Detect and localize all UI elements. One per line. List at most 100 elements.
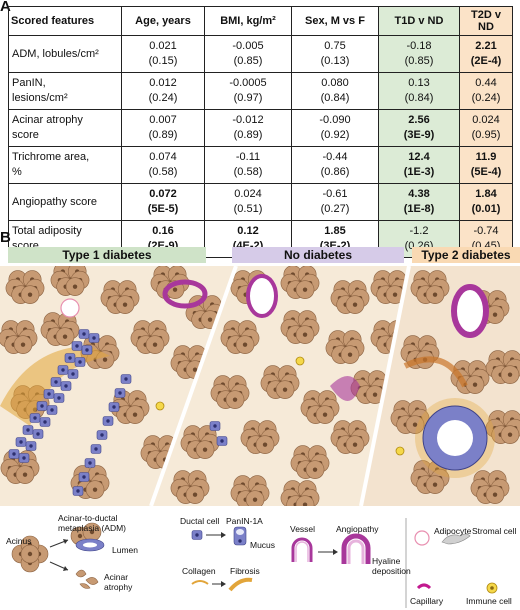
legend-hyaline-label-2: deposition (372, 566, 411, 576)
coefficient: 12.4 (408, 151, 430, 163)
feature-name-line: lesions/cm² (12, 92, 68, 104)
p-value: (0.85) (233, 55, 263, 67)
coefficient: -0.005 (232, 40, 264, 52)
value-cell: 0.080 (0.84) (291, 72, 379, 110)
coefficient: -0.012 (232, 114, 264, 126)
legend-hyaline-label-1: Hyaline (372, 556, 401, 566)
value-cell: 0.007 (0.89) (121, 109, 205, 147)
p-value: (0.92) (320, 129, 350, 141)
p-value: (0.86) (320, 166, 350, 178)
coefficient: 4.38 (408, 188, 430, 200)
acinar-atrophy-icon (75, 569, 99, 589)
value-cell: 2.21 (2E-4) (459, 35, 513, 73)
legend-adm-label-1: Acinar-to-ductal (58, 513, 118, 523)
p-value: (0.58) (233, 166, 263, 178)
value-cell: -0.44 (0.86) (291, 146, 379, 184)
value-cell: -0.11 (0.58) (204, 146, 292, 184)
coefficient: 0.13 (408, 77, 430, 89)
p-value: (0.85) (404, 55, 434, 67)
feature-name-line: PanIN, (12, 77, 46, 89)
coefficient: 2.56 (408, 114, 430, 126)
coefficient: 0.021 (149, 40, 177, 52)
coefficient: -1.2 (409, 225, 429, 237)
value-cell: 0.074 (0.58) (121, 146, 205, 184)
ductal-cell-icon (191, 530, 203, 540)
p-value: (0.01) (471, 203, 501, 215)
value-cell: 0.021 (0.15) (121, 35, 205, 73)
value-cell: 4.38 (1E-8) (378, 183, 460, 221)
coefficient: 0.024 (234, 188, 262, 200)
p-value: (5E-4) (470, 166, 502, 178)
header-age: Age, years (121, 6, 205, 36)
adipocyte-icon (414, 530, 430, 546)
coefficient: 0.074 (149, 151, 177, 163)
p-value: (0.27) (320, 203, 350, 215)
p-value: (0.51) (233, 203, 263, 215)
legend-fibrosis-label: Fibrosis (230, 566, 260, 576)
value-cell: -0.0005 (0.97) (204, 72, 292, 110)
value-cell: 2.56 (3E-9) (378, 109, 460, 147)
p-value: (0.89) (233, 129, 263, 141)
stromal-cell-icon (441, 533, 471, 545)
feature-name-line: % (12, 166, 22, 178)
p-value: (1E-3) (403, 166, 435, 178)
coefficient: -0.61 (322, 188, 348, 200)
header-t2d: T2D v ND (459, 6, 513, 36)
label-no-diabetes: No diabetes (232, 247, 404, 263)
legend-ductal-cell-label: Ductal cell (180, 516, 220, 526)
value-cell: 0.024 (0.51) (204, 183, 292, 221)
legend-panin-label: PanIN-1A (226, 516, 263, 526)
feature-name-line: ADM, lobules/cm² (12, 47, 99, 60)
angiopathy-icon (341, 533, 371, 564)
feature-name-line: Acinar atrophy (12, 114, 83, 126)
header-sex: Sex, M vs F (291, 6, 379, 36)
p-value: (0.97) (233, 92, 263, 104)
feature-name: Trichrome area,% (8, 146, 122, 184)
value-cell: -0.012 (0.89) (204, 109, 292, 147)
table-row: PanIN, lesions/cm² 0.012 (0.24) -0.0005 (0.97… (8, 72, 513, 110)
table-row: Angiopathy score 0.072 (5E-5) 0.024 (0.51) -0… (8, 183, 513, 221)
value-cell: 1.84 (0.01) (459, 183, 513, 221)
coefficient: -0.0005 (229, 77, 267, 89)
coefficient: 11.9 (475, 151, 497, 163)
legend-adm-label-2: metaplasia (ADM) (58, 523, 127, 533)
p-value: (2E-4) (470, 55, 502, 67)
p-value: (1E-8) (403, 203, 435, 215)
legend-acinus-label: Acinus (6, 536, 32, 546)
feature-name: Angiopathy score (8, 183, 122, 221)
value-cell: 0.012 (0.24) (121, 72, 205, 110)
feature-name: PanIN, lesions/cm² (8, 72, 122, 110)
p-value: (0.24) (471, 92, 501, 104)
table-row: Trichrome area,% 0.074 (0.58) -0.11 (0.58) -0… (8, 146, 513, 184)
legend-vessel-label: Vessel (290, 524, 316, 534)
coefficient: -0.74 (473, 225, 499, 237)
coefficient: -0.18 (406, 40, 432, 52)
coefficient: 1.84 (475, 188, 497, 200)
legend-acinar-atrophy-label-2: atrophy (104, 582, 133, 592)
table-body: ADM, lobules/cm² 0.021 (0.15) -0.005 (0.85) 0… (8, 35, 513, 258)
adm-icon (70, 522, 105, 552)
value-cell: 0.024 (0.95) (459, 109, 513, 147)
legend-mucus-label: Mucus (250, 540, 276, 550)
value-cell: 0.072 (5E-5) (121, 183, 205, 221)
p-value: (0.84) (320, 92, 350, 104)
coefficient: 0.12 (237, 225, 259, 237)
legend-angiopathy-label: Angiopathy (336, 524, 379, 534)
value-cell: 0.44 (0.24) (459, 72, 513, 110)
value-cell: -0.005 (0.85) (204, 35, 292, 73)
fibrosis-icon (228, 577, 253, 592)
coefficient: 1.85 (324, 225, 346, 237)
value-cell: 0.13 (0.84) (378, 72, 460, 110)
value-cell: -0.090 (0.92) (291, 109, 379, 147)
p-value: (0.15) (148, 55, 178, 67)
value-cell: 0.75 (0.13) (291, 35, 379, 73)
value-cell: -0.61 (0.27) (291, 183, 379, 221)
p-value: (3E-9) (403, 129, 435, 141)
panin-icon (233, 526, 247, 546)
value-cell: 11.9 (5E-4) (459, 146, 513, 184)
value-cell: 12.4 (1E-3) (378, 146, 460, 184)
coefficient: 0.012 (149, 77, 177, 89)
legend-adipocyte-label: Adipocyte (434, 526, 472, 536)
label-type2: Type 2 diabetes (412, 247, 520, 263)
coefficient: 0.080 (321, 77, 349, 89)
